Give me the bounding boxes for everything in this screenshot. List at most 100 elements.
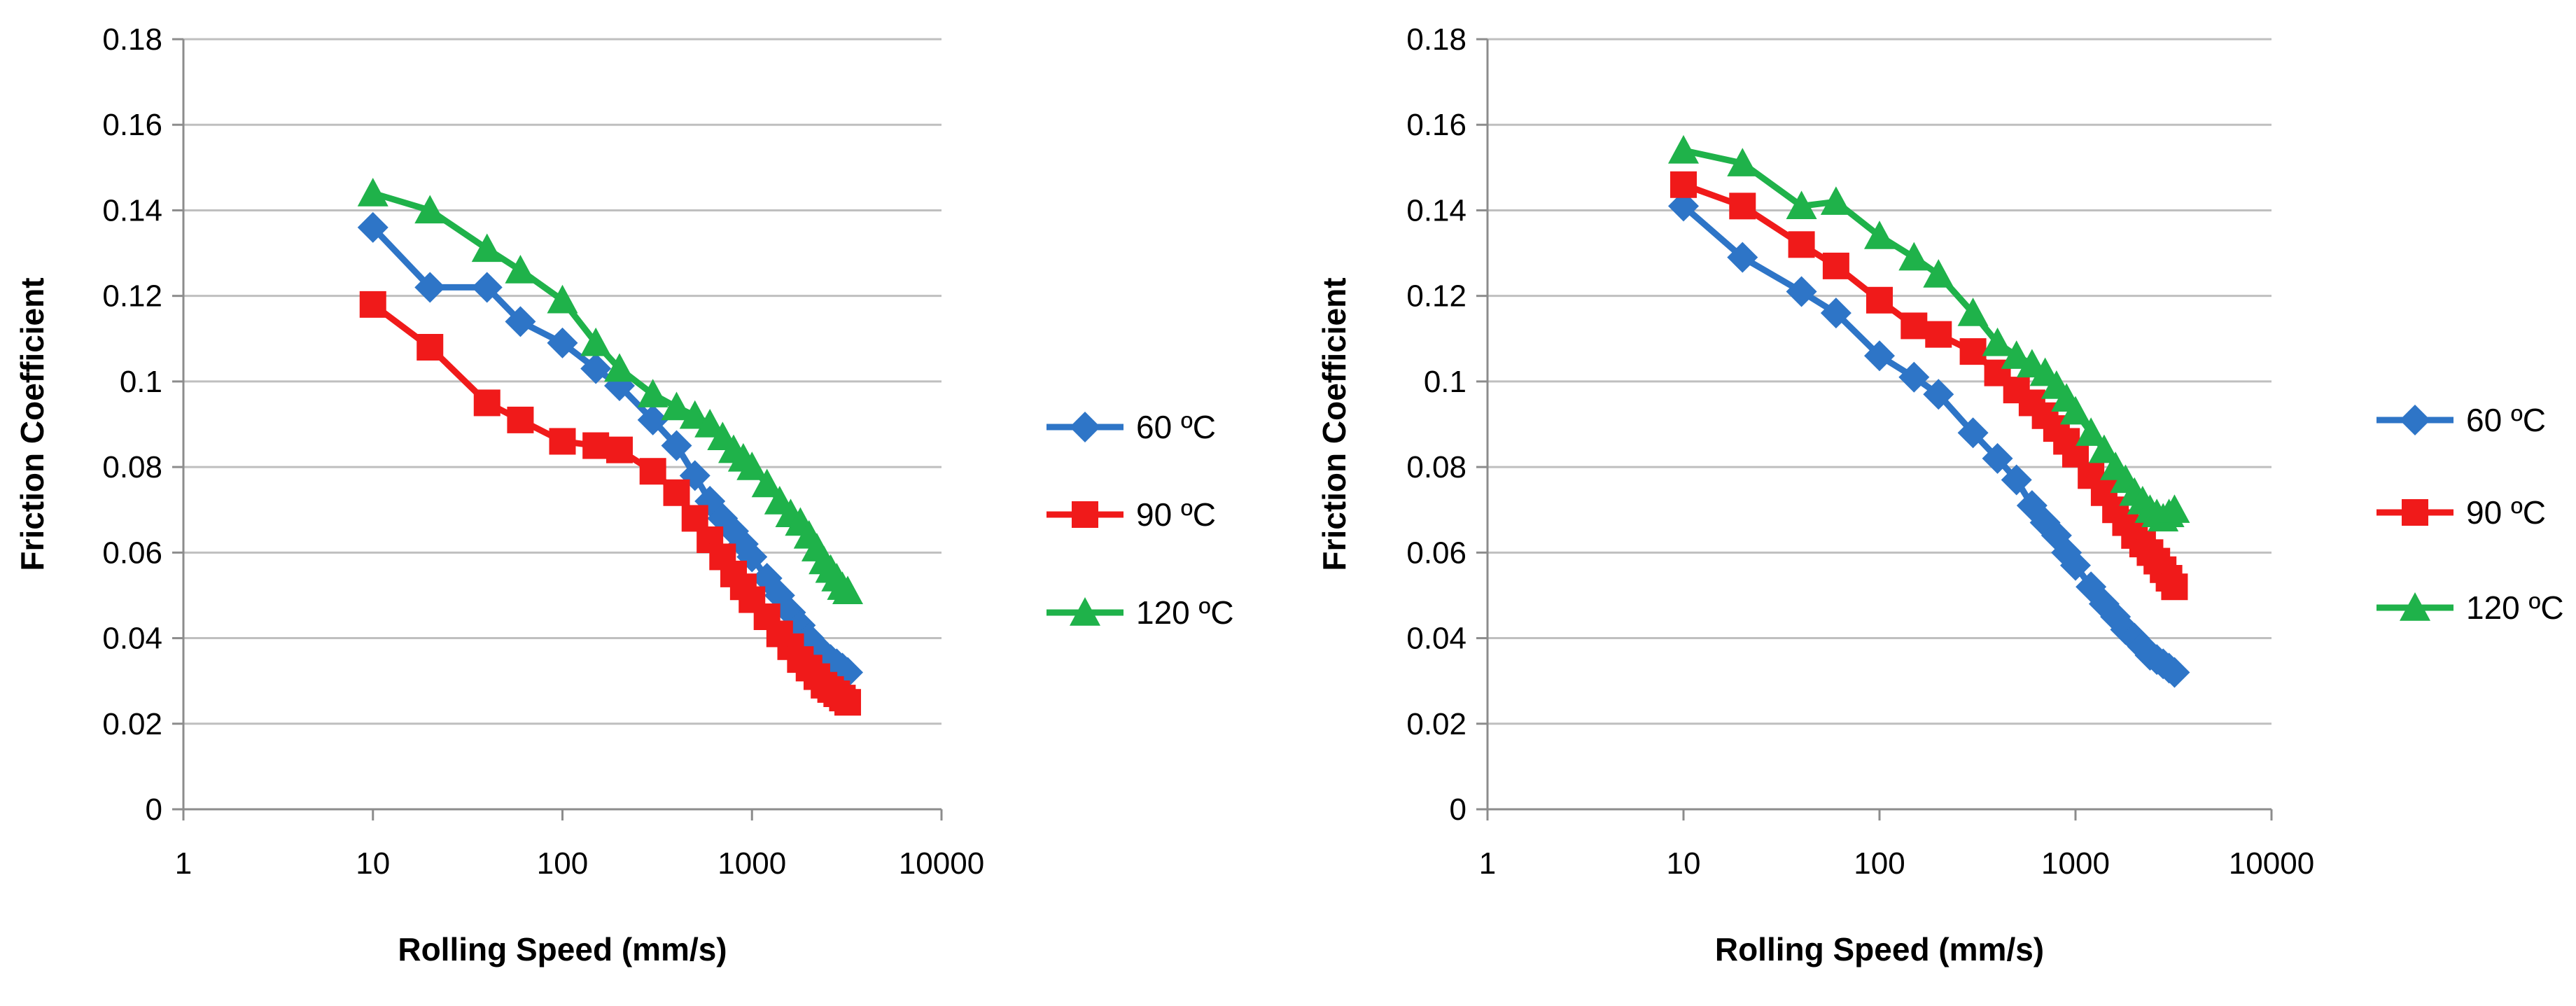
legend-item: 90 ºC <box>1046 496 1216 533</box>
x-tick-label: 10000 <box>2229 846 2314 881</box>
legend-marker <box>2400 592 2430 621</box>
data-point <box>2088 434 2120 463</box>
data-point <box>1982 442 2013 474</box>
data-point <box>1727 242 1758 273</box>
data-point <box>1957 298 1989 326</box>
data-point <box>505 255 536 284</box>
legend-label: 120 ºC <box>1136 594 1234 631</box>
x-tick-label: 10 <box>356 846 390 881</box>
data-point <box>751 468 783 498</box>
legend-label: 90 ºC <box>2466 494 2546 531</box>
y-axis-title: Friction Coefficient <box>1316 277 1352 571</box>
data-point <box>547 284 578 314</box>
data-point <box>1864 340 1895 372</box>
legend: 60 ºC 90 ºC 120 ºC <box>2376 402 2564 626</box>
y-tick-label: 0.02 <box>102 707 162 741</box>
data-point <box>1959 338 1987 365</box>
data-point <box>414 272 446 303</box>
x-tick-label: 100 <box>537 846 588 881</box>
legend-item: 60 ºC <box>2376 402 2546 438</box>
data-point <box>1898 242 1930 271</box>
y-tick-label: 0.1 <box>120 365 162 399</box>
data-point <box>1786 276 1817 307</box>
data-point <box>661 430 692 461</box>
x-tick-label: 1 <box>175 846 192 881</box>
data-point <box>834 689 862 716</box>
series-line <box>372 190 850 594</box>
y-tick-label: 0.04 <box>1406 622 1466 656</box>
data-point <box>1820 298 1851 329</box>
series-square <box>359 291 862 716</box>
data-point <box>2159 494 2190 523</box>
data-point <box>832 575 864 605</box>
y-tick-label: 0.12 <box>1406 279 1466 314</box>
data-point <box>1923 259 1954 288</box>
y-tick-label: 0.06 <box>1406 536 1466 570</box>
data-point <box>694 409 726 438</box>
y-tick-label: 0.18 <box>1406 22 1466 57</box>
data-point <box>2076 417 2107 446</box>
x-tick-label: 10000 <box>899 846 984 881</box>
legend-marker <box>1072 501 1098 528</box>
y-tick-label: 0.02 <box>1406 707 1466 741</box>
data-point <box>637 379 668 407</box>
data-point <box>582 432 610 459</box>
data-point <box>357 211 388 243</box>
data-point <box>1866 286 1893 314</box>
data-point <box>471 272 503 303</box>
legend-label: 60 ºC <box>1136 409 1216 445</box>
data-point <box>580 353 612 384</box>
data-point <box>606 436 634 463</box>
data-point <box>549 428 576 455</box>
y-tick-label: 0.1 <box>1424 365 1466 399</box>
data-point <box>2001 464 2032 496</box>
legend-marker <box>1070 412 1100 442</box>
data-point <box>2161 573 2188 601</box>
data-point <box>661 391 692 421</box>
y-axis-title: Friction Coefficient <box>14 277 50 571</box>
data-point <box>679 400 710 429</box>
data-point <box>1982 327 2013 356</box>
legend-item: 90 ºC <box>2376 494 2546 531</box>
y-tick-label: 0.04 <box>102 622 162 656</box>
chart-2: 0 0.02 0.04 0.06 0.08 0.1 0.12 0.14 0.16 0.18 1 10 1… <box>1316 22 2564 967</box>
data-point <box>639 458 666 485</box>
data-point <box>2060 550 2091 581</box>
x-tick-label: 10 <box>1667 846 1701 881</box>
y-tick-label: 0.14 <box>1406 193 1466 228</box>
data-point <box>604 353 636 382</box>
legend-label: 120 ºC <box>2466 589 2564 626</box>
data-point <box>1820 186 1851 215</box>
y-tick-label: 0.08 <box>1406 450 1466 484</box>
legend-item: 120 ºC <box>1046 594 1234 631</box>
data-point <box>547 327 578 358</box>
data-point <box>414 195 446 224</box>
data-point <box>471 233 503 263</box>
data-point <box>1957 417 1989 449</box>
y-tick-label: 0.18 <box>102 22 162 57</box>
chart-1: 0 0.02 0.04 0.06 0.08 0.1 0.12 0.14 0.16 0.18 1 10 1… <box>14 22 1234 967</box>
data-point <box>1727 148 1758 176</box>
legend-marker <box>1070 597 1100 626</box>
legend-marker <box>2400 405 2430 435</box>
series-triangle <box>357 178 864 605</box>
data-point <box>1898 361 1930 393</box>
data-point <box>637 404 668 435</box>
data-point <box>1670 171 1697 198</box>
data-point <box>1668 190 1699 222</box>
data-point <box>736 452 768 480</box>
data-point <box>1788 231 1815 258</box>
y-tick-label: 0.06 <box>102 536 162 570</box>
y-tick-label: 0.08 <box>102 450 162 484</box>
y-tick-label: 0 <box>146 792 162 827</box>
x-tick-label: 100 <box>1854 846 1905 881</box>
legend-item: 60 ºC <box>1046 409 1216 445</box>
series-triangle <box>1668 134 2190 532</box>
x-axis-title: Rolling Speed (mm/s) <box>1715 931 2044 967</box>
y-tick-label: 0.14 <box>102 193 162 228</box>
y-tick-label: 0.16 <box>102 108 162 142</box>
data-point <box>2001 340 2032 369</box>
x-tick-label: 1 <box>1479 846 1496 881</box>
data-point <box>1925 321 1952 348</box>
